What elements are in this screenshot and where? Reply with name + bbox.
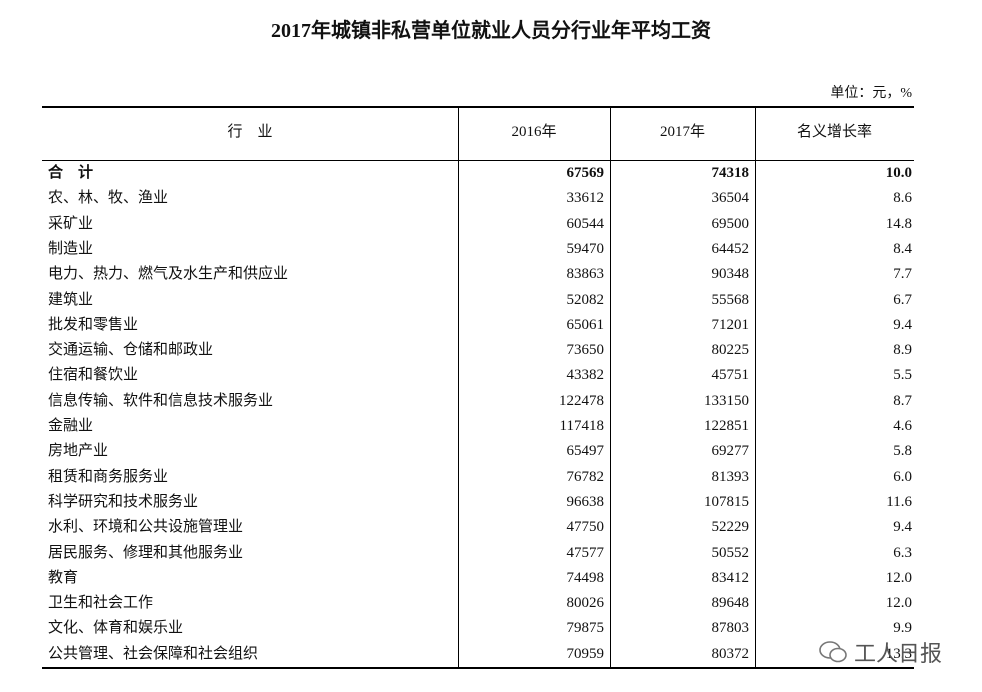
cell: 13.3	[885, 645, 912, 662]
cell: 6.0	[893, 468, 912, 485]
cell: 67569	[566, 165, 605, 181]
cell: 90348	[711, 266, 750, 283]
row-label: 交通运输、仓储和邮政业	[48, 342, 214, 359]
cell: 14.8	[885, 215, 912, 232]
cell: 117418	[559, 418, 604, 434]
cell: 47577	[566, 544, 605, 561]
cell: 74318	[711, 165, 750, 181]
cell: 55568	[711, 291, 750, 308]
row-label: 文化、体育和娱乐业	[48, 620, 184, 637]
cell: 133150	[704, 392, 749, 409]
row-label: 农、林、牧、渔业	[48, 190, 169, 207]
row-label: 租赁和商务服务业	[48, 468, 169, 485]
row-label: 采矿业	[48, 215, 94, 232]
cell: 45751	[711, 367, 750, 384]
watermark-text: 工人日报	[854, 642, 943, 667]
cell: 60544	[566, 215, 605, 232]
cell: 80225	[711, 342, 750, 359]
row-label: 电力、热力、燃气及水生产和供应业	[48, 266, 289, 283]
cell: 12.0	[885, 595, 912, 612]
cell: 8.7	[893, 392, 912, 409]
cell: 80372	[711, 645, 750, 662]
column-rule	[610, 108, 611, 668]
cell: 70959	[566, 645, 605, 662]
cell: 83863	[566, 266, 605, 283]
cell: 6.3	[893, 544, 912, 561]
column-rule	[755, 108, 756, 668]
cell: 79875	[566, 620, 605, 637]
rule	[42, 106, 914, 108]
title: 2017年城镇非私营单位就业人员分行业年平均工资	[271, 20, 711, 42]
cell: 65061	[566, 316, 605, 333]
column-header: 2016年	[511, 124, 557, 140]
cell: 73650	[566, 342, 605, 359]
cell: 107815	[704, 493, 749, 510]
row-label: 公共管理、社会保障和社会组织	[48, 645, 259, 662]
rule	[42, 667, 914, 669]
rule	[42, 160, 914, 161]
cell: 47750	[566, 519, 605, 536]
cell: 122851	[704, 418, 749, 434]
cell: 36504	[711, 190, 750, 207]
cell: 87803	[711, 620, 750, 637]
cell: 69277	[711, 443, 750, 460]
cell: 8.4	[893, 240, 912, 257]
watermark: 工人日报	[818, 636, 942, 668]
cell: 5.8	[893, 443, 912, 460]
cell: 69500	[711, 215, 750, 232]
cell: 9.4	[893, 519, 912, 536]
cell: 5.5	[893, 367, 912, 384]
row-label: 科学研究和技术服务业	[48, 493, 199, 510]
cell: 9.4	[893, 316, 912, 333]
row-label: 信息传输、软件和信息技术服务业	[48, 392, 274, 409]
cell: 52082	[566, 291, 605, 308]
unit-note: 单位：元，%	[830, 86, 912, 101]
row-label: 制造业	[48, 240, 94, 257]
row-label: 金融业	[48, 418, 94, 434]
column-header: 名义增长率	[796, 124, 872, 140]
row-label: 房地产业	[48, 443, 109, 460]
cell: 10.0	[885, 165, 912, 181]
cell: 74498	[566, 569, 605, 586]
cell: 50552	[711, 544, 750, 561]
row-label: 卫生和社会工作	[48, 595, 154, 612]
cell: 8.9	[893, 342, 912, 359]
cell: 33612	[566, 190, 605, 207]
cell: 65497	[566, 443, 605, 460]
column-rule	[458, 108, 459, 668]
cell: 12.0	[885, 569, 912, 586]
cell: 122478	[559, 392, 604, 409]
cell: 64452	[711, 240, 750, 257]
row-label: 合 计	[48, 165, 94, 181]
cell: 9.9	[893, 620, 912, 637]
row-label: 水利、环境和公共设施管理业	[48, 519, 244, 536]
cell: 71201	[711, 316, 750, 333]
cell: 11.6	[886, 493, 912, 510]
cell: 7.7	[893, 266, 912, 283]
column-header: 行 业	[227, 124, 273, 140]
cell: 89648	[711, 595, 750, 612]
cell: 43382	[566, 367, 605, 384]
row-label: 居民服务、修理和其他服务业	[48, 544, 244, 561]
cell: 76782	[566, 468, 605, 485]
cell: 8.6	[893, 190, 912, 207]
cell: 59470	[566, 240, 605, 257]
cell: 4.6	[893, 418, 912, 434]
column-header: 2017年	[659, 124, 705, 140]
cell: 81393	[711, 468, 750, 485]
watermark-icon	[819, 641, 847, 663]
cell: 83412	[711, 569, 750, 586]
cell: 80026	[566, 595, 605, 612]
row-label: 建筑业	[48, 291, 94, 308]
cell: 52229	[711, 519, 750, 536]
row-label: 教育	[48, 569, 79, 586]
row-label: 批发和零售业	[48, 316, 139, 333]
row-label: 住宿和餐饮业	[48, 367, 139, 384]
cell: 6.7	[893, 291, 912, 308]
cell: 96638	[566, 493, 605, 510]
